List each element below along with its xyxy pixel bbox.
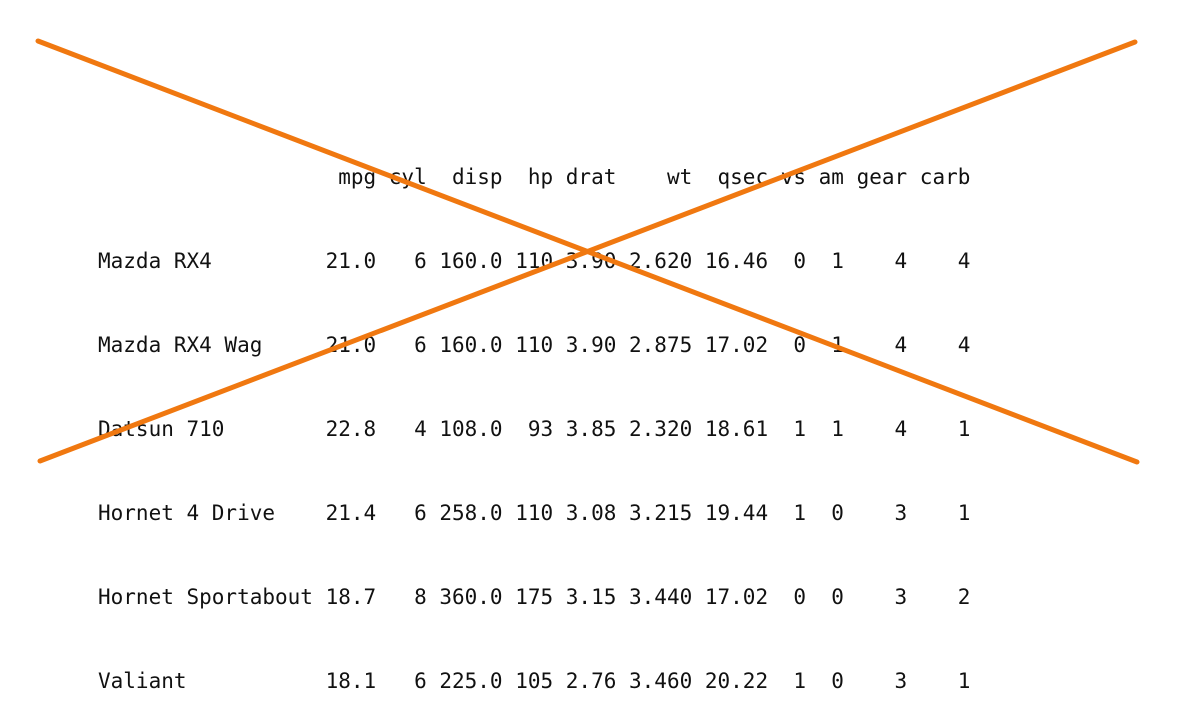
table-row: Datsun 710 22.8 4 108.0 93 3.85 2.320 18… — [98, 417, 971, 441]
table-row: Hornet 4 Drive 21.4 6 258.0 110 3.08 3.2… — [98, 501, 971, 525]
data-frame-output: mpg cyl disp hp drat wt qsec vs am gear … — [98, 107, 970, 723]
table-row: Valiant 18.1 6 225.0 105 2.76 3.460 20.2… — [98, 669, 971, 693]
table-header: mpg cyl disp hp drat wt qsec vs am gear … — [98, 165, 971, 189]
table-row: Mazda RX4 21.0 6 160.0 110 3.90 2.620 16… — [98, 249, 971, 273]
table-row: Mazda RX4 Wag 21.0 6 160.0 110 3.90 2.87… — [98, 333, 971, 357]
table-row: Hornet Sportabout 18.7 8 360.0 175 3.15 … — [98, 585, 971, 609]
